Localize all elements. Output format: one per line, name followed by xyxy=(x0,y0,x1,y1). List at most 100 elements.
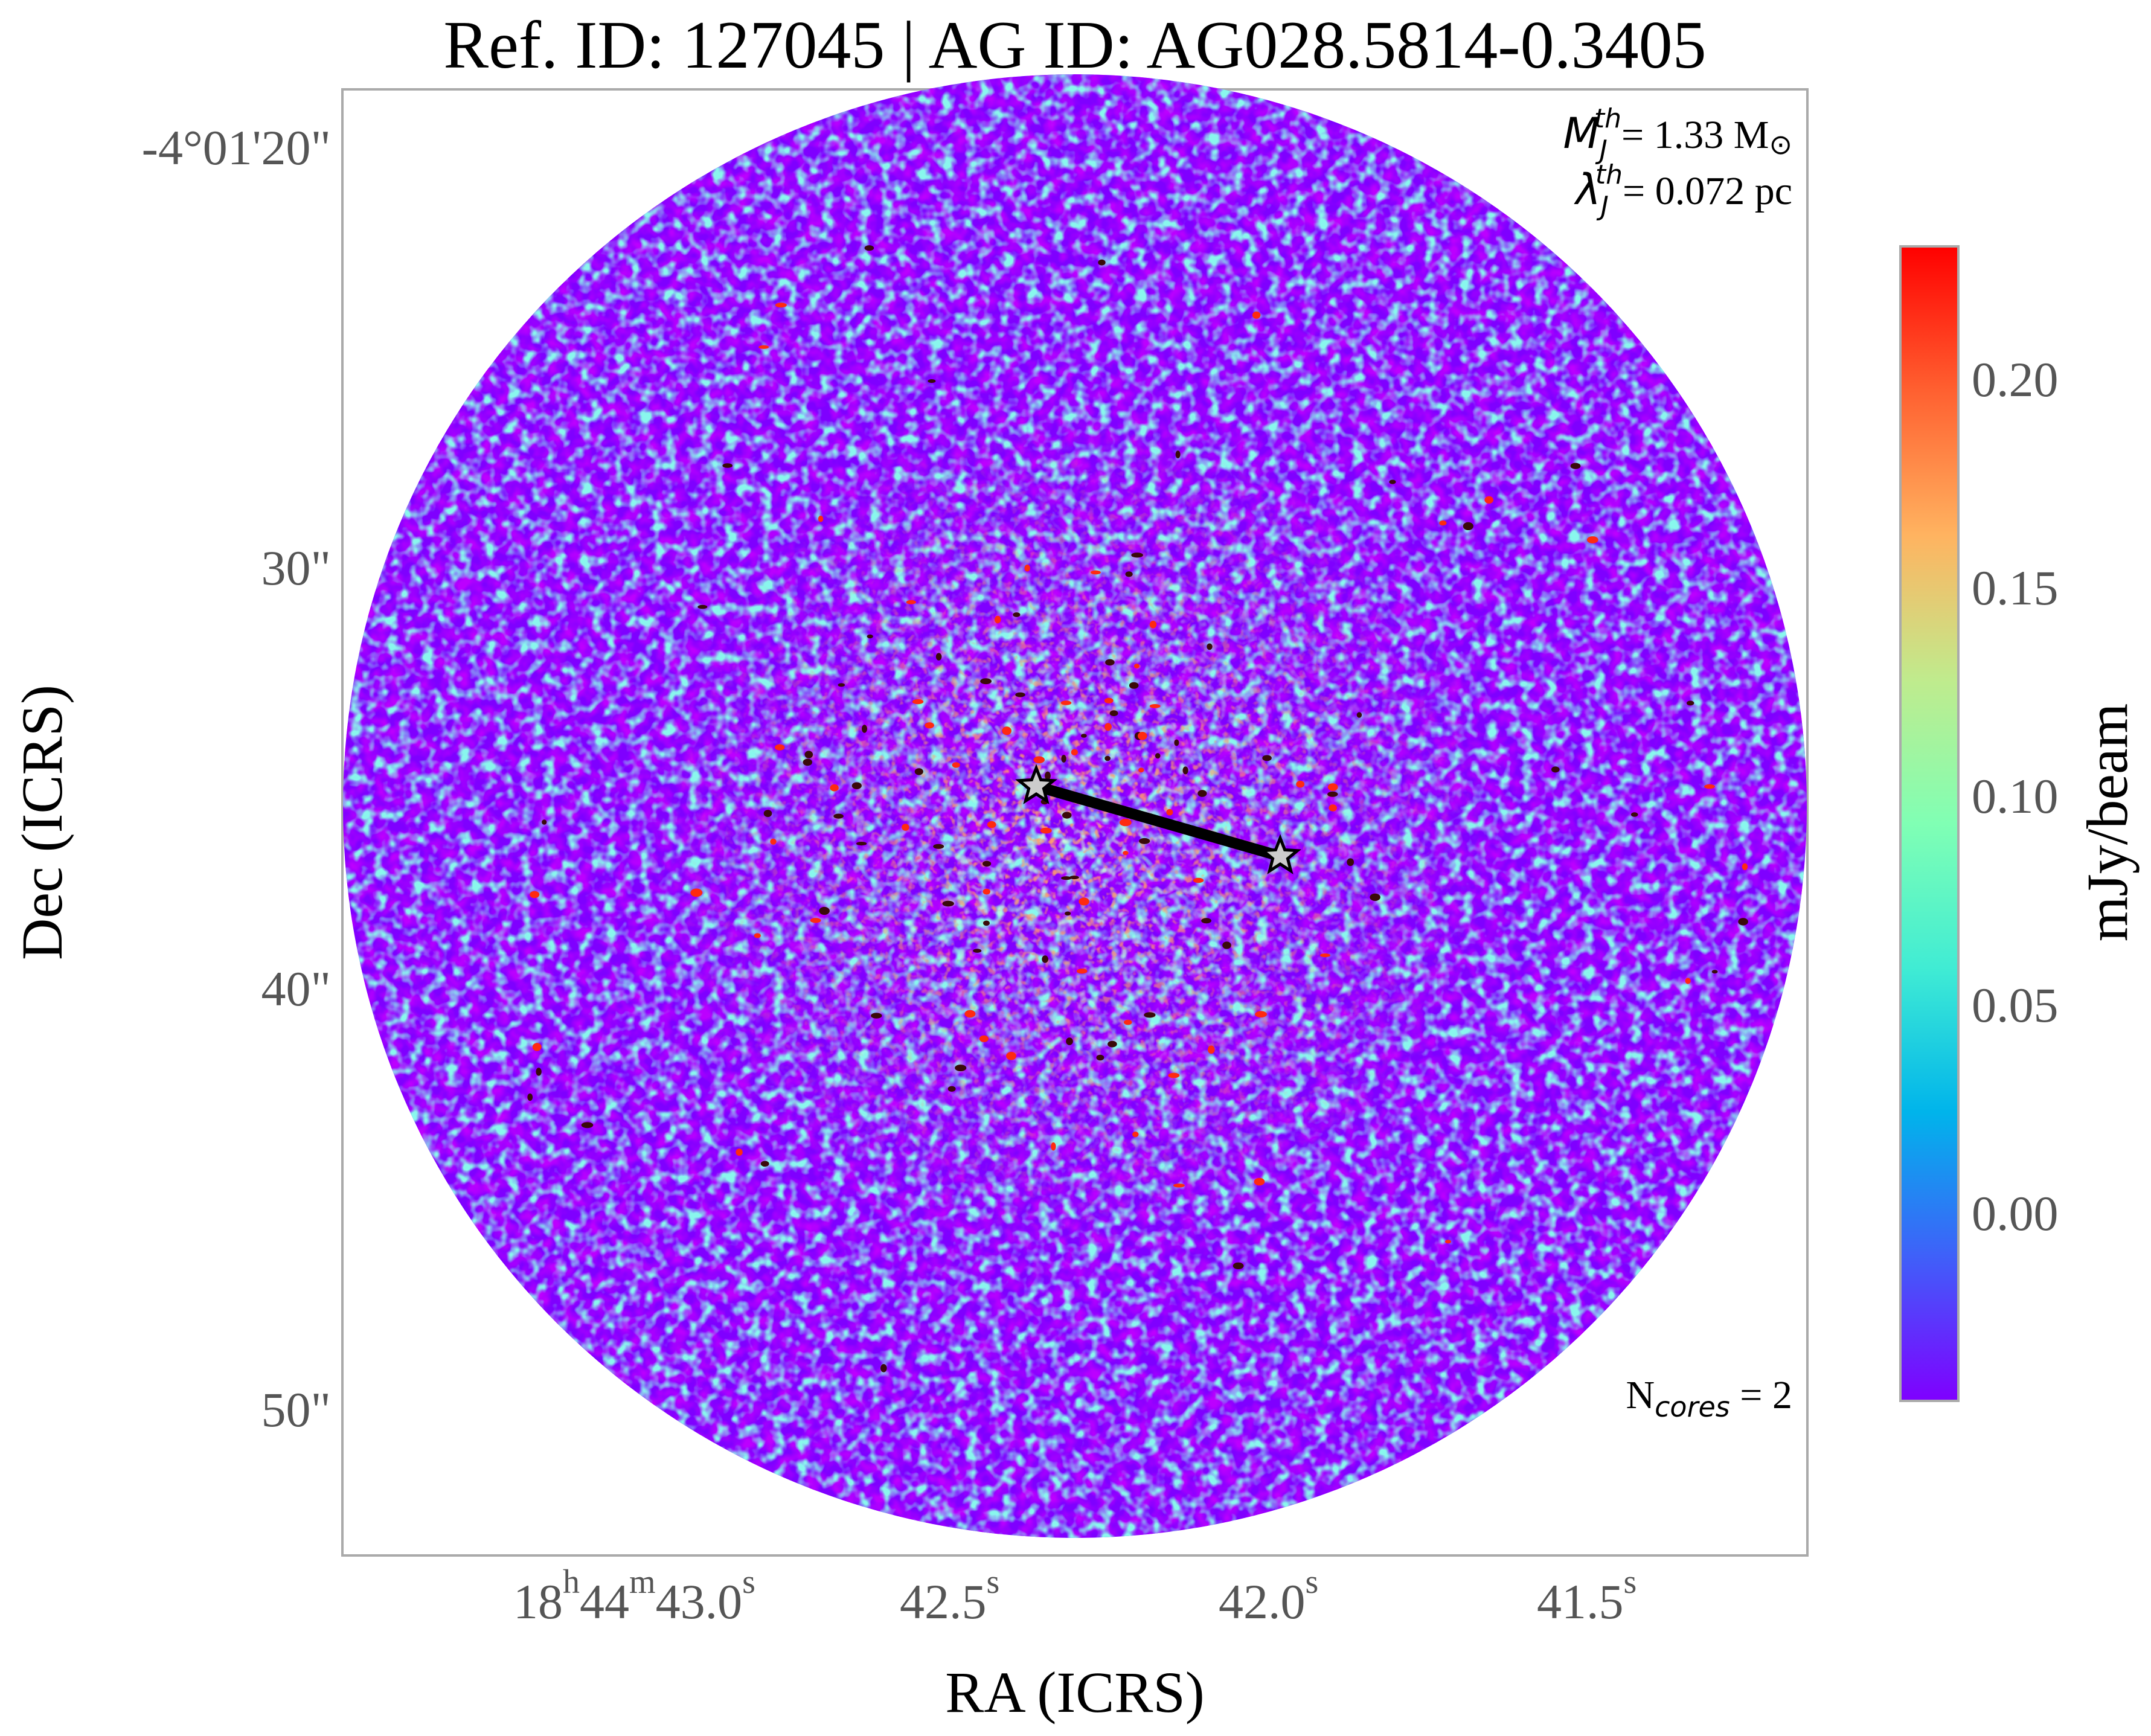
emission-spot xyxy=(1570,463,1581,469)
emission-spot xyxy=(1742,863,1748,870)
emission-spot xyxy=(1061,876,1072,880)
x-tick-label: 41.5s xyxy=(1537,1563,1636,1629)
emission-spot xyxy=(1042,955,1048,963)
colorbar-tick-label: 0.00 xyxy=(1972,1186,2059,1241)
emission-spot xyxy=(1685,978,1691,984)
emission-spot xyxy=(862,725,867,733)
emission-spot xyxy=(697,604,708,609)
emission-spot xyxy=(1076,969,1088,974)
emission-spot xyxy=(1051,1142,1056,1151)
emission-spot xyxy=(980,678,992,685)
emission-spot xyxy=(838,683,845,687)
emission-spot xyxy=(1222,941,1231,949)
emission-spot xyxy=(983,860,992,867)
emission-spot xyxy=(736,1148,743,1156)
emission-spot xyxy=(1069,876,1079,880)
emission-spot xyxy=(933,844,944,849)
y-tick-label: 40" xyxy=(261,961,331,1016)
emission-spot xyxy=(1119,818,1132,827)
emission-spot xyxy=(864,245,874,251)
emission-spot xyxy=(1066,1037,1073,1045)
emission-spot xyxy=(1015,692,1025,697)
emission-spot xyxy=(871,1013,882,1019)
emission-spot xyxy=(1104,723,1112,731)
emission-spot xyxy=(1252,311,1261,319)
emission-spot xyxy=(530,891,540,898)
emission-spot xyxy=(758,345,769,349)
emission-spot xyxy=(532,1043,542,1051)
y-tick-label: 50" xyxy=(261,1382,331,1437)
emission-spot xyxy=(1138,767,1144,773)
emission-spot xyxy=(775,303,787,308)
emission-spot xyxy=(1445,1240,1451,1244)
emission-spot xyxy=(1327,783,1338,791)
emission-spot xyxy=(1123,851,1129,856)
emission-spot xyxy=(775,744,785,751)
colorbar-tick-label: 0.20 xyxy=(1972,352,2059,407)
emission-spot xyxy=(1329,804,1337,812)
emission-spot xyxy=(856,842,867,846)
emission-spot xyxy=(763,810,772,818)
emission-spot xyxy=(979,1035,989,1042)
emission-spot xyxy=(1002,726,1011,735)
emission-spot xyxy=(1013,612,1021,617)
emission-spot xyxy=(867,634,873,639)
emission-spot xyxy=(1193,877,1204,883)
emission-spot xyxy=(1704,784,1715,789)
emission-spot xyxy=(1327,791,1338,797)
emission-spot xyxy=(1201,918,1211,924)
emission-spot xyxy=(973,949,982,953)
intensity-map xyxy=(343,74,1807,1538)
emission-spot xyxy=(1166,809,1173,816)
emission-spot xyxy=(983,888,990,895)
emission-spot xyxy=(928,379,936,383)
core-2-star-marker[interactable] xyxy=(1258,834,1302,874)
emission-spot xyxy=(1079,897,1089,906)
emission-spot xyxy=(983,920,990,926)
jeans-mass-annotation: MJth= 1.33 M⊙ xyxy=(1563,103,1792,165)
colorbar-gradient xyxy=(1899,245,1960,1402)
emission-spot xyxy=(952,762,960,768)
emission-spot xyxy=(581,1122,594,1129)
emission-spot xyxy=(1711,970,1718,974)
emission-spot xyxy=(804,751,813,758)
emission-spot xyxy=(1197,790,1207,797)
emission-spot xyxy=(1134,664,1140,668)
emission-spot xyxy=(1040,827,1052,834)
emission-spot xyxy=(819,906,830,915)
emission-spot xyxy=(1155,753,1161,759)
y-tick-label: -4°01'20" xyxy=(142,120,331,175)
x-tick-label: 42.5s xyxy=(900,1563,999,1629)
emission-spot xyxy=(1174,739,1179,746)
emission-spot xyxy=(803,758,813,766)
emission-spot xyxy=(1149,704,1161,708)
emission-spot xyxy=(1098,259,1106,266)
emission-spot xyxy=(1109,710,1118,717)
emission-spot xyxy=(1104,755,1111,761)
emission-spot xyxy=(1065,911,1071,916)
emission-spot xyxy=(1347,858,1354,866)
emission-spot xyxy=(833,813,844,819)
emission-spot xyxy=(1131,553,1143,558)
emission-spot xyxy=(1129,682,1139,689)
emission-spot xyxy=(902,824,909,831)
emission-spot xyxy=(1045,771,1051,780)
emission-spot xyxy=(1168,1072,1180,1078)
emission-spot xyxy=(1356,712,1362,718)
emission-spot xyxy=(810,918,821,923)
emission-spot xyxy=(536,1068,542,1076)
emission-spot xyxy=(527,1093,533,1101)
jeans-length-annotation: λJth= 0.072 pc xyxy=(1573,159,1792,222)
core-1-star-marker[interactable] xyxy=(1015,764,1058,804)
emission-spot xyxy=(1738,918,1748,926)
colorbar-tick-label: 0.10 xyxy=(1972,769,2059,824)
emission-spot xyxy=(1132,1132,1139,1138)
emission-spot xyxy=(1687,700,1694,706)
y-tick-label: 30" xyxy=(261,540,331,595)
emission-spot xyxy=(1105,659,1115,666)
colorbar-tick-label: 0.15 xyxy=(1972,560,2059,615)
emission-spot xyxy=(1149,621,1157,629)
emission-spot xyxy=(1262,755,1272,761)
colorbar: 0.20 0.15 0.10 0.05 0.00 mJy/beam xyxy=(1899,245,2140,1402)
emission-spot xyxy=(542,819,547,825)
